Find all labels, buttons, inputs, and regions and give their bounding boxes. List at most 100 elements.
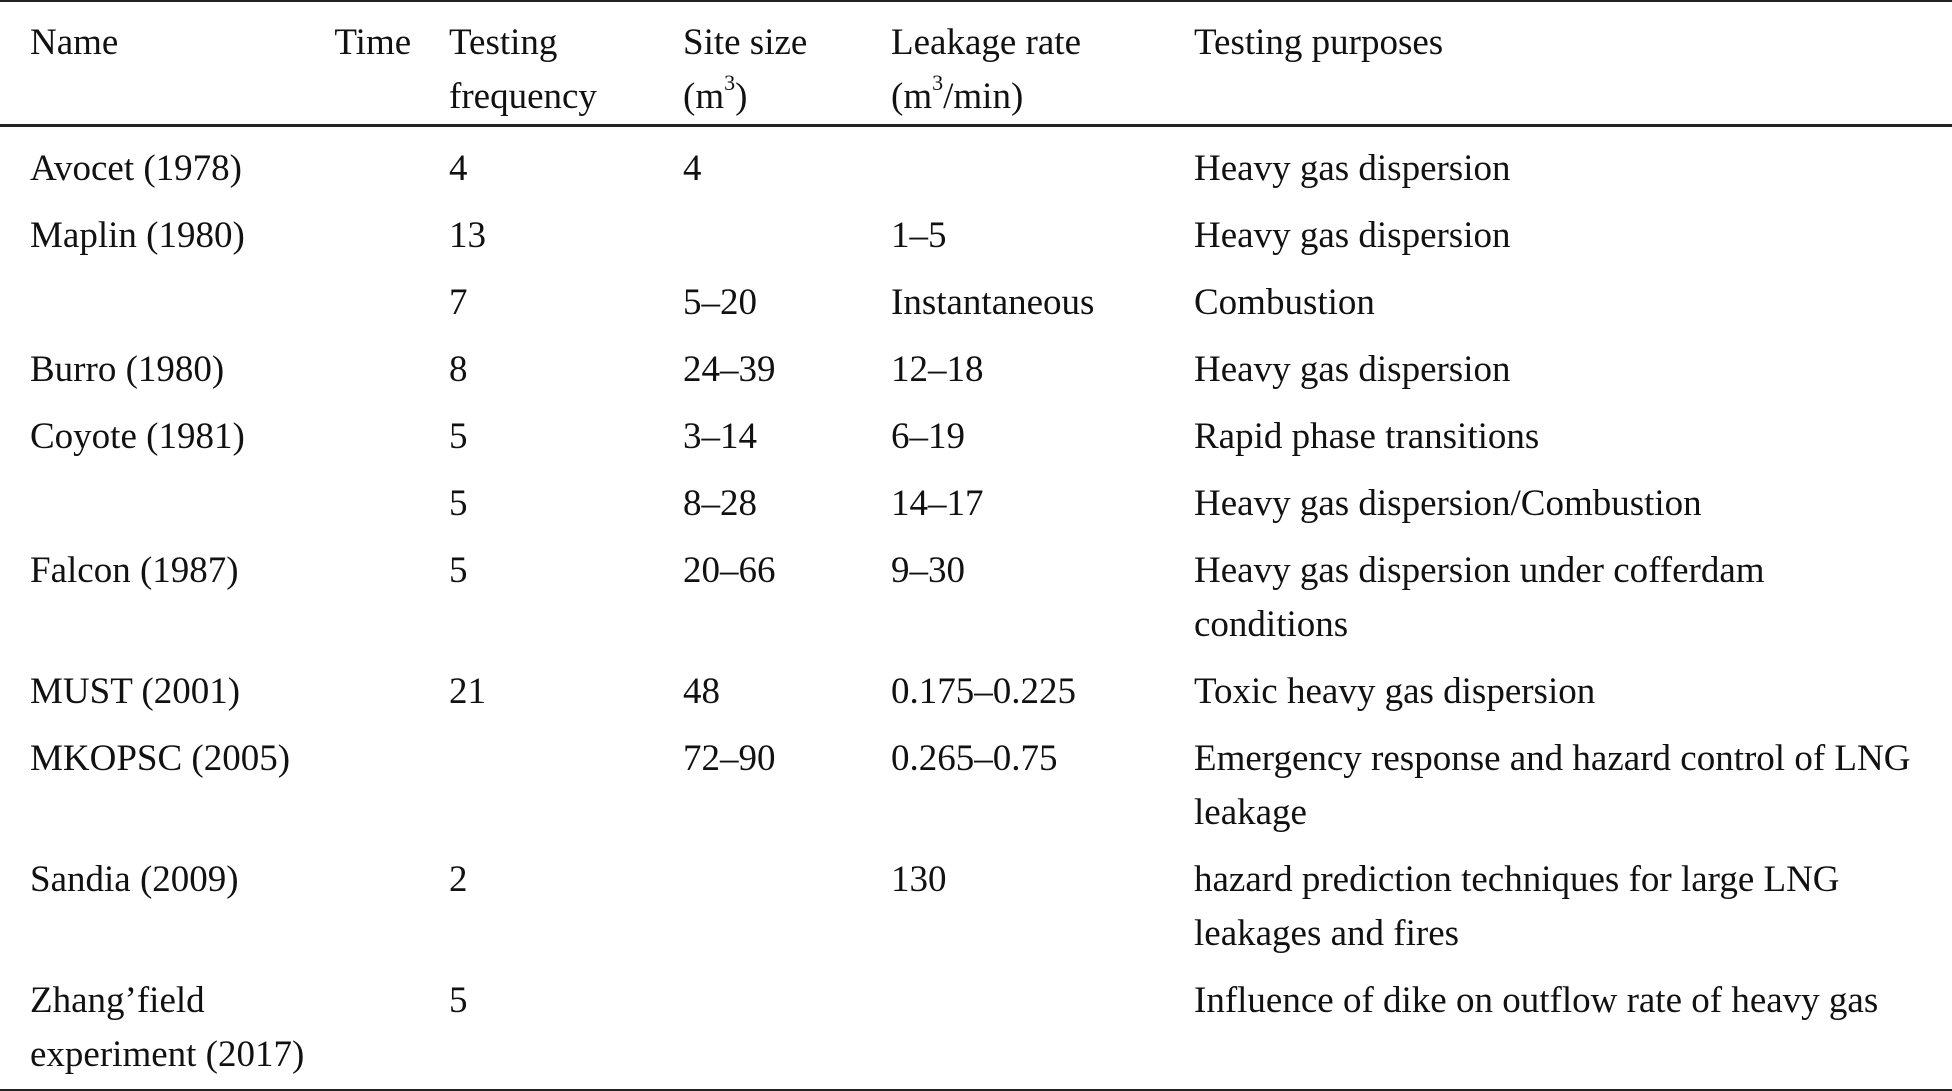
cell-frequency: 7	[449, 270, 683, 337]
cell-purpose: Heavy gas dispersion under cofferdam con…	[1194, 538, 1952, 659]
cell-frequency: 8	[449, 337, 683, 404]
cell-site: 24–39	[683, 337, 891, 404]
cell-frequency-text: 7	[449, 282, 468, 323]
header-site-line1: Site size	[683, 22, 808, 63]
cell-purpose-text: Heavy gas dispersion/Combustion	[1194, 483, 1702, 524]
cell-name: Burro (1980)	[0, 337, 449, 404]
table-row: Coyote (1981) 5 3–14 6–19 Rapid phase transi…	[0, 404, 1952, 471]
table-row: Sandia (2009) 2 130 hazard prediction techn…	[0, 847, 1952, 968]
cell-rate	[891, 126, 1194, 204]
table-row: Burro (1980) 8 24–39 12–18 Heavy gas dispers…	[0, 337, 1952, 404]
header-frequency: Testing frequency	[449, 1, 683, 126]
cell-rate-text: 1–5	[891, 215, 947, 256]
cell-site	[683, 847, 891, 968]
header-name: Name	[30, 22, 119, 63]
table-row: 7 5–20 Instantaneous Combustion	[0, 270, 1952, 337]
cell-site	[683, 968, 891, 1090]
cell-site: 3–14	[683, 404, 891, 471]
cell-rate: 0.265–0.75	[891, 726, 1194, 847]
cell-frequency-text: 4	[449, 148, 468, 189]
cell-rate-text: 0.175–0.225	[891, 671, 1076, 712]
cell-name: Zhang’field experiment (2017)	[0, 968, 449, 1090]
cell-purpose-text: Heavy gas dispersion	[1194, 349, 1511, 390]
cell-frequency-text: 5	[449, 483, 468, 524]
cell-site: 5–20	[683, 270, 891, 337]
cell-rate-text: Instantaneous	[891, 282, 1095, 323]
header-rate-line1: Leakage rate	[891, 22, 1081, 63]
cell-rate-text: 9–30	[891, 550, 965, 591]
header-frequency-line1: Testing	[449, 22, 558, 63]
cell-purpose-text: Influence of dike on outflow rate of hea…	[1194, 980, 1879, 1021]
table-row: MUST (2001) 21 48 0.175–0.225 Toxic heavy ga…	[0, 659, 1952, 726]
cell-frequency: 5	[449, 538, 683, 659]
cell-name-text: MKOPSC (2005)	[30, 738, 291, 779]
cell-rate: 9–30	[891, 538, 1194, 659]
cell-name: MKOPSC (2005)	[0, 726, 449, 847]
header-rate-sup: 3	[932, 70, 944, 95]
cell-frequency: 2	[449, 847, 683, 968]
cell-site: 8–28	[683, 471, 891, 538]
cell-rate-text: 130	[891, 859, 947, 900]
cell-name: Avocet (1978)	[0, 126, 449, 204]
cell-frequency-text: 2	[449, 859, 468, 900]
cell-rate: 1–5	[891, 203, 1194, 270]
header-rate-close: /min)	[943, 76, 1024, 117]
cell-frequency: 21	[449, 659, 683, 726]
cell-site: 72–90	[683, 726, 891, 847]
header-site-close: )	[735, 76, 748, 117]
cell-site-text: 72–90	[683, 738, 776, 779]
cell-purpose: Heavy gas dispersion	[1194, 337, 1952, 404]
cell-site-text: 5–20	[683, 282, 757, 323]
cell-name-text: MUST (2001)	[30, 671, 241, 712]
cell-frequency-text: 13	[449, 215, 486, 256]
cell-site	[683, 203, 891, 270]
cell-rate: 12–18	[891, 337, 1194, 404]
cell-name: Falcon (1987)	[0, 538, 449, 659]
header-name-time: Name Time	[0, 1, 449, 126]
cell-purpose: Heavy gas dispersion	[1194, 126, 1952, 204]
cell-name: Sandia (2009)	[0, 847, 449, 968]
header-frequency-line2: frequency	[449, 76, 597, 117]
cell-purpose-text: Rapid phase transitions	[1194, 416, 1540, 457]
cell-site-text: 48	[683, 671, 720, 712]
cell-frequency: 5	[449, 968, 683, 1090]
cell-frequency: 5	[449, 471, 683, 538]
cell-purpose: Influence of dike on outflow rate of hea…	[1194, 968, 1952, 1090]
header-purposes: Testing purposes	[1194, 22, 1444, 63]
cell-name-text: Avocet (1978)	[30, 148, 242, 189]
cell-frequency: 4	[449, 126, 683, 204]
header-rate-unit: (m	[891, 76, 933, 117]
cell-site: 20–66	[683, 538, 891, 659]
cell-frequency-text: 8	[449, 349, 468, 390]
cell-purpose: Rapid phase transitions	[1194, 404, 1952, 471]
cell-site: 4	[683, 126, 891, 204]
header-row: Name Time Testing frequency Site size (m3) …	[0, 1, 1952, 126]
cell-rate-text: 0.265–0.75	[891, 738, 1058, 779]
cell-site: 48	[683, 659, 891, 726]
cell-purpose: Heavy gas dispersion/Combustion	[1194, 471, 1952, 538]
cell-rate-text: 6–19	[891, 416, 965, 457]
cell-name: Maplin (1980)	[0, 203, 449, 270]
cell-site-text: 8–28	[683, 483, 757, 524]
cell-name-text: Burro (1980)	[30, 349, 225, 390]
cell-purpose-text: Heavy gas dispersion	[1194, 148, 1511, 189]
cell-name	[0, 270, 449, 337]
cell-frequency	[449, 726, 683, 847]
cell-name-text: Falcon (1987)	[30, 550, 239, 591]
cell-frequency-text: 21	[449, 671, 486, 712]
cell-site-text: 4	[683, 148, 702, 189]
cell-purpose: Heavy gas dispersion	[1194, 203, 1952, 270]
cell-purpose-text: hazard prediction techniques for large L…	[1194, 859, 1840, 954]
header-site-size: Site size (m3)	[683, 1, 891, 126]
cell-rate: 6–19	[891, 404, 1194, 471]
header-time: Time	[334, 22, 412, 63]
cell-purpose-text: Emergency response and hazard control of…	[1194, 738, 1911, 833]
cell-rate-text: 12–18	[891, 349, 984, 390]
cell-purpose: hazard prediction techniques for large L…	[1194, 847, 1952, 968]
table-row: 5 8–28 14–17 Heavy gas dispersion/Combustio…	[0, 471, 1952, 538]
cell-rate	[891, 968, 1194, 1090]
cell-name: MUST (2001)	[0, 659, 449, 726]
cell-rate: 130	[891, 847, 1194, 968]
cell-site-text: 20–66	[683, 550, 776, 591]
